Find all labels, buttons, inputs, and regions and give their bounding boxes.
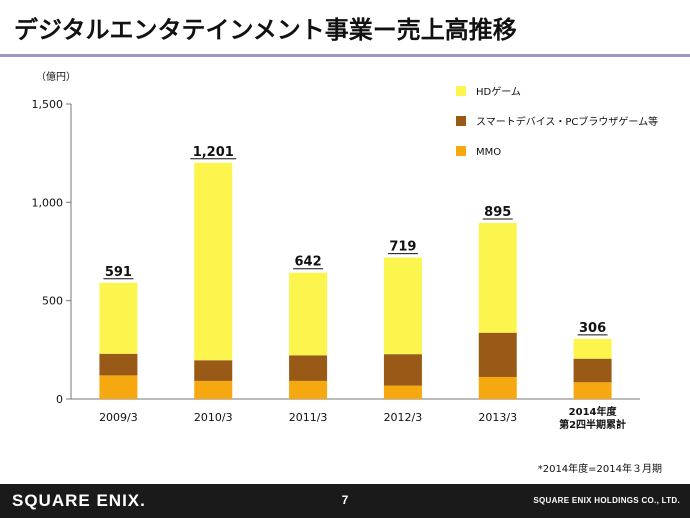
total-label: 642 bbox=[295, 255, 322, 270]
bar-segment bbox=[289, 355, 328, 381]
x-tick-label: 2013/3 bbox=[478, 411, 517, 424]
bar-segment bbox=[383, 354, 422, 386]
bar-segment bbox=[289, 380, 328, 399]
bar-segment bbox=[194, 360, 233, 381]
bar-segment bbox=[194, 380, 233, 399]
bar-segment bbox=[99, 375, 138, 399]
total-label: 306 bbox=[579, 321, 606, 336]
x-tick-label: 第2四半期累計 bbox=[559, 418, 626, 431]
page-title: デジタルエンタテインメント事業ー売上高推移 bbox=[14, 16, 517, 44]
x-tick-label: 2009/3 bbox=[99, 411, 138, 424]
company-name: SQUARE ENIX HOLDINGS CO., LTD. bbox=[533, 496, 680, 505]
legend-swatch bbox=[456, 86, 466, 96]
y-tick-label: 1,500 bbox=[32, 98, 64, 111]
total-label: 895 bbox=[484, 205, 511, 220]
company-logo: SQUARE ENIX. bbox=[12, 491, 146, 510]
x-tick-label: 2014年度 bbox=[569, 405, 618, 418]
bar-segment bbox=[99, 353, 138, 376]
y-tick-label: 500 bbox=[42, 295, 63, 308]
y-axis-unit: （億円） bbox=[36, 70, 76, 83]
revenue-chart: （億円） 0 500 1,000 1,500 591 2009/3 1,201 2010/3 64… bbox=[32, 70, 659, 431]
footer-bar: SQUARE ENIX. 7 SQUARE ENIX HOLDINGS CO.,… bbox=[0, 484, 690, 518]
legend-label: スマートデバイス・PCブラウザゲーム等 bbox=[476, 115, 658, 128]
bar-segment bbox=[194, 162, 233, 361]
bar-segment bbox=[289, 272, 328, 356]
bar-segment bbox=[478, 332, 517, 377]
total-label: 1,201 bbox=[193, 145, 234, 160]
legend-label: HDゲーム bbox=[476, 86, 521, 98]
bar-segment bbox=[478, 376, 517, 399]
total-label: 591 bbox=[105, 265, 132, 280]
y-tick-label: 1,000 bbox=[32, 196, 64, 209]
bar-segment bbox=[573, 358, 612, 383]
title-divider bbox=[0, 54, 690, 57]
page-number: 7 bbox=[341, 493, 349, 507]
x-tick-label: 2011/3 bbox=[289, 411, 328, 424]
bar-segment bbox=[573, 338, 612, 359]
legend-swatch bbox=[456, 146, 466, 156]
x-tick-label: 2012/3 bbox=[384, 411, 423, 424]
legend-swatch bbox=[456, 116, 466, 126]
bar-segment bbox=[99, 282, 138, 354]
total-label: 719 bbox=[389, 240, 416, 255]
y-tick-label: 0 bbox=[56, 393, 63, 406]
bar-segment bbox=[573, 382, 612, 399]
bar-segment bbox=[383, 257, 422, 355]
x-tick-label: 2010/3 bbox=[194, 411, 233, 424]
bar-segment bbox=[478, 222, 517, 333]
bar-segment bbox=[383, 385, 422, 399]
footnote: *2014年度=2014年３月期 bbox=[537, 464, 662, 475]
legend-label: MMO bbox=[476, 147, 501, 158]
